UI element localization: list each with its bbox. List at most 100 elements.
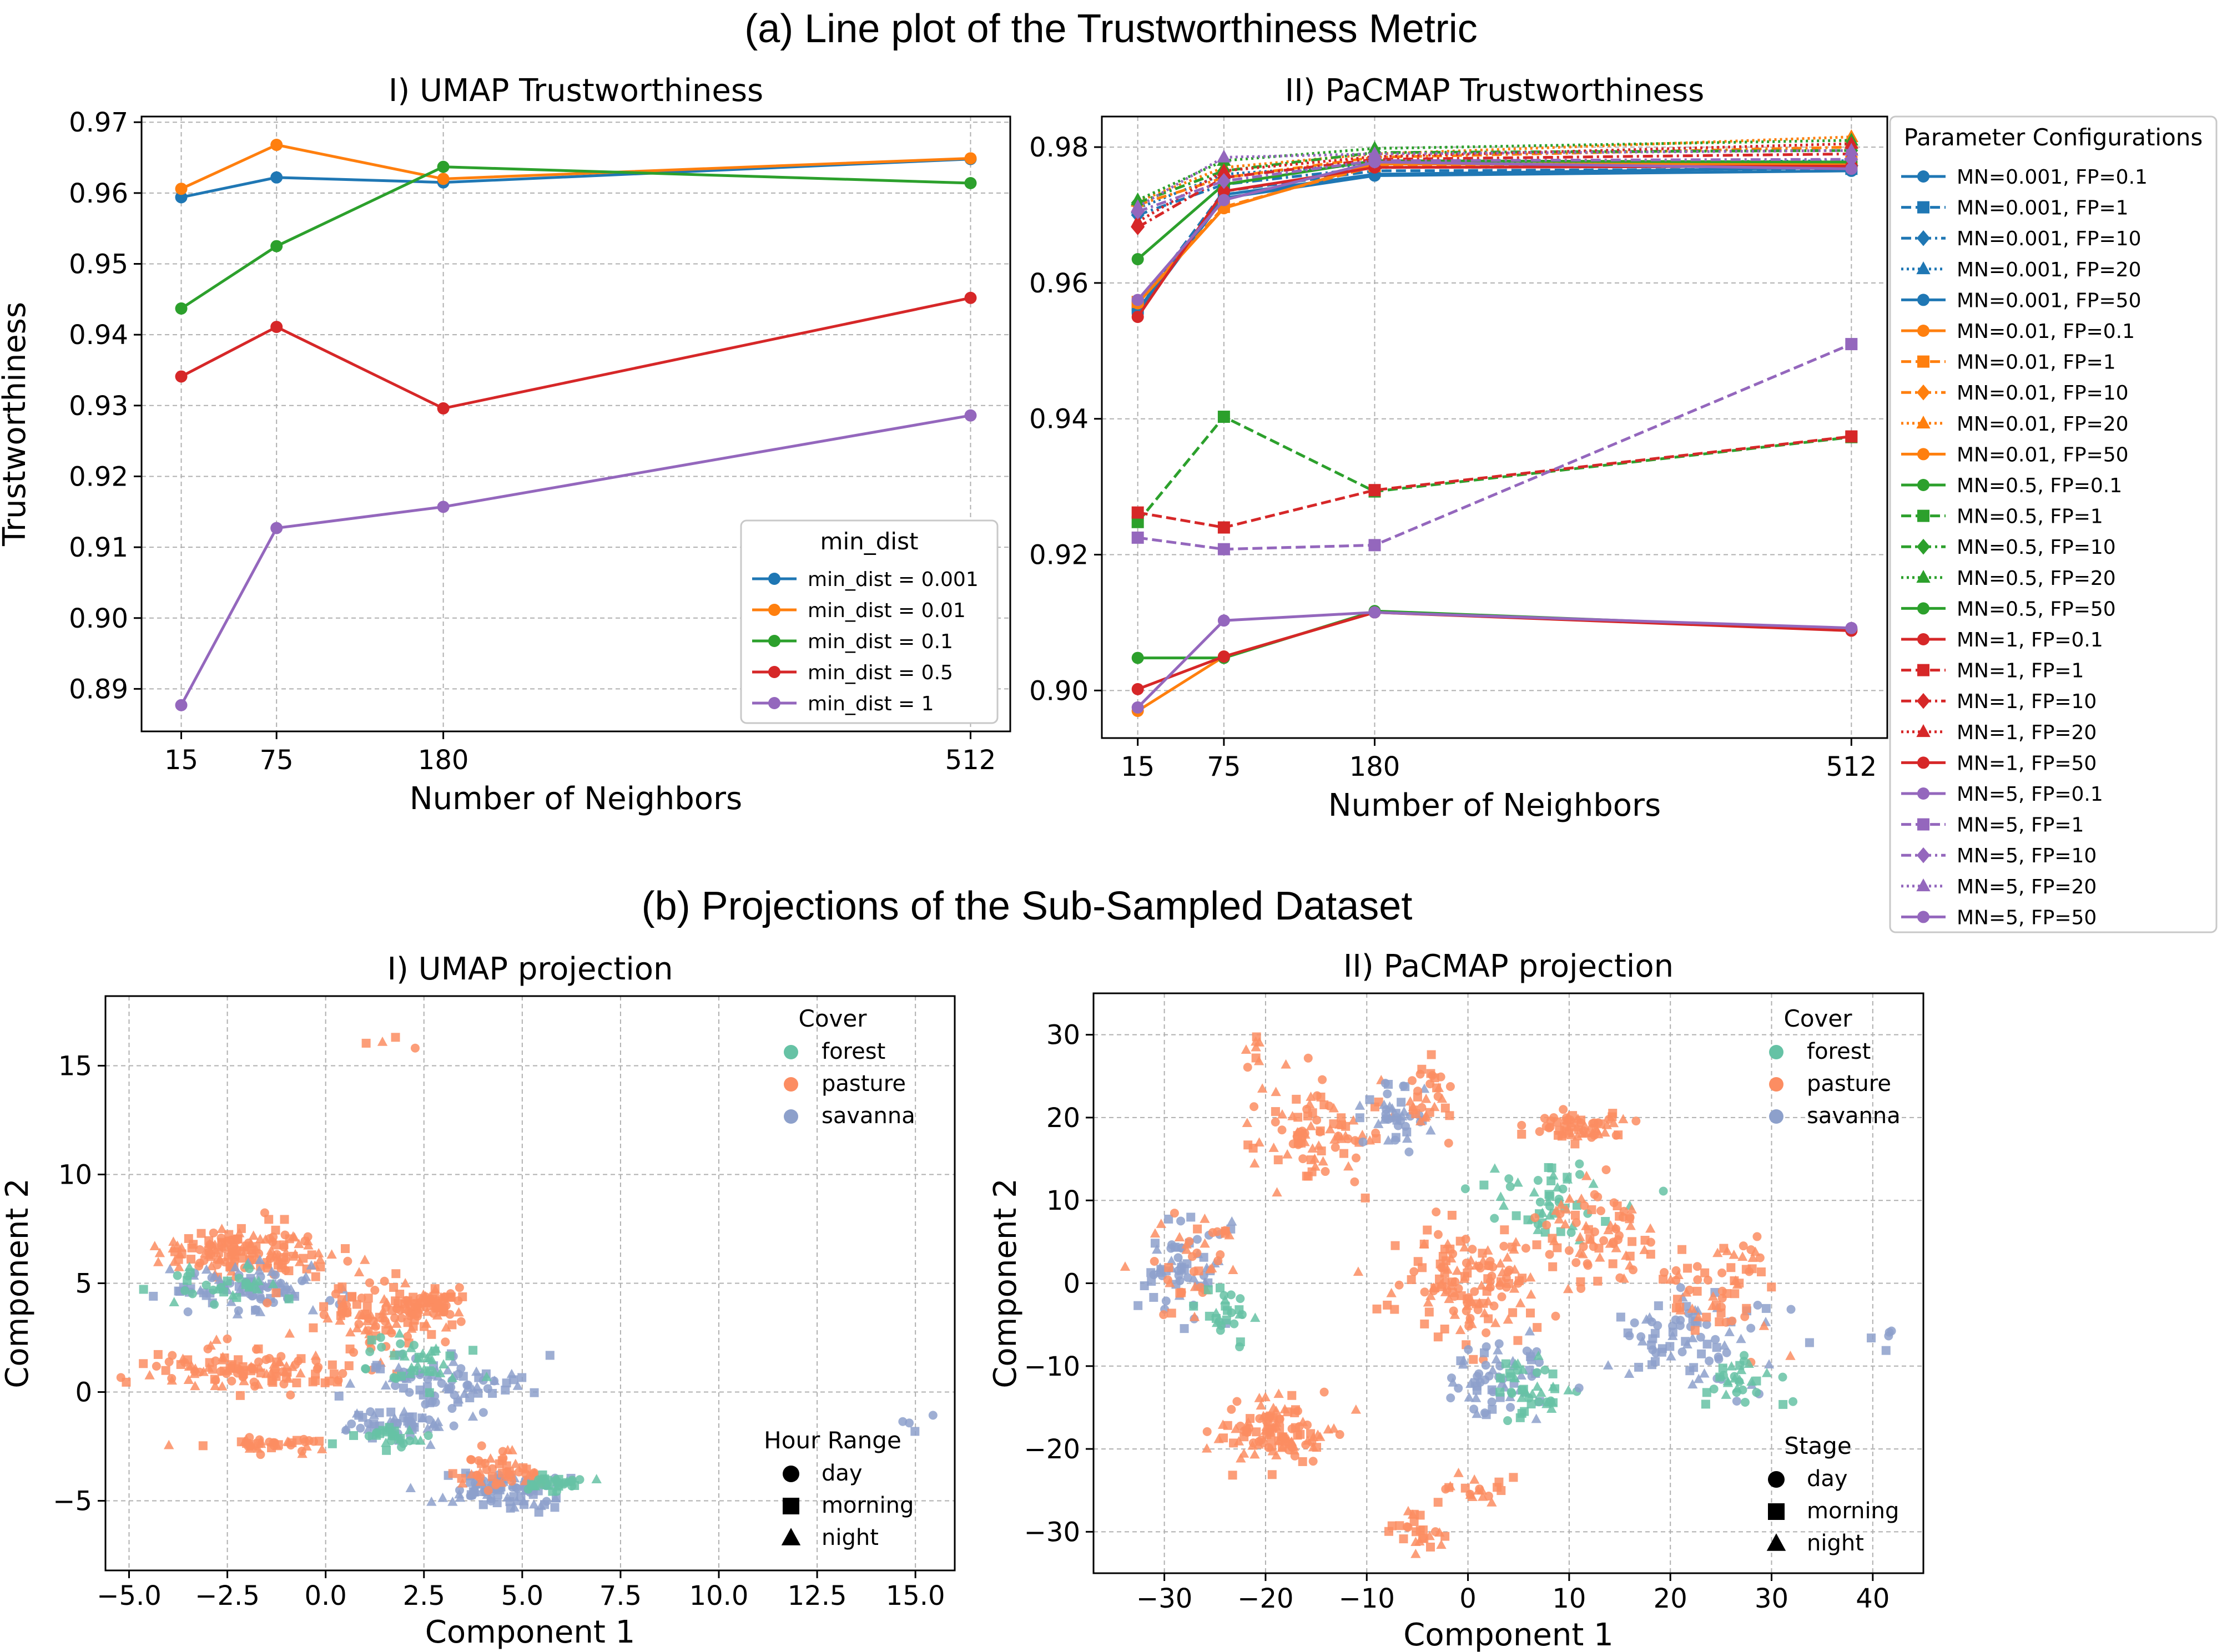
y-tick-label: 30 [1046,1020,1080,1051]
plot-frame [1101,115,1888,739]
y-tick-label: −5 [53,1486,92,1517]
scatter-point [1255,1414,1264,1423]
data-point [175,370,188,383]
data-point [1131,506,1144,519]
scatter-point [370,1286,380,1295]
scatter-point [1415,1525,1425,1535]
y-tick-label: 0.92 [1029,540,1089,571]
series-line [180,143,971,190]
x-tick-label: 0 [1459,1583,1477,1614]
scatter-point [1337,1120,1347,1130]
scatter-point [1469,1355,1478,1364]
scatter-point [422,1423,433,1433]
scatter-point [1519,1385,1528,1394]
scatter-point [1596,1119,1605,1129]
scatter-point [1433,1092,1443,1101]
scatter-point [448,1469,457,1478]
scatter-point [1215,1317,1224,1326]
scatter-point [437,1378,446,1388]
scatter-point [1463,1294,1472,1304]
scatter-point [1227,1216,1237,1226]
scatter-point [1190,1281,1201,1291]
scatter-point [491,1480,501,1489]
scatter-point [1273,1155,1283,1165]
scatter-point [1464,1345,1473,1354]
scatter-point [280,1215,289,1224]
scatter-point [1293,1113,1303,1122]
scatter-point [1319,1100,1329,1109]
scatter-point [1156,1219,1167,1228]
scatter-point [1536,1387,1546,1397]
scatter-point [1730,1289,1740,1299]
scatter-point [427,1397,437,1406]
scatter-point [1671,1315,1680,1325]
scatter-point [284,1328,295,1338]
scatter-point [1251,1053,1261,1063]
scatter-point [1687,1303,1697,1313]
scatter-point [1426,1542,1435,1552]
scatter-point [364,1294,373,1303]
scatter-point [1357,1129,1368,1139]
series-line [1136,611,1852,709]
scatter-point [1411,1109,1420,1119]
scatter-point [1711,1335,1720,1344]
scatter-point [1268,1143,1279,1152]
legend-entry: MN=0.5, FP=0.1 [1957,474,2122,497]
scatter-point [1455,1236,1465,1246]
legend-marker [768,697,780,709]
scatter-point [454,1307,464,1317]
x-tick-label: 12.5 [788,1580,847,1611]
scatter-point [468,1346,478,1355]
scatter-point [279,1253,289,1262]
scatter-point [1526,1309,1535,1318]
data-point [175,191,188,204]
scatter-point [1601,1165,1611,1174]
scatter-point [1535,1198,1545,1207]
scatter-point [1410,1548,1421,1558]
legend-marker [1917,633,1929,645]
legend-marker [1766,1533,1786,1551]
scatter-point [435,1368,446,1377]
scatter-point [1339,1149,1349,1158]
scatter-point [180,1286,190,1295]
scatter-point [1271,1117,1280,1126]
legend-entry: min_dist = 1 [808,693,934,715]
scatter-point [1249,1102,1259,1112]
scatter-point [174,1261,184,1271]
scatter-point [1298,1457,1307,1466]
scatter-point [380,1380,391,1390]
scatter-point [1487,1397,1497,1407]
legend-marker [1769,1109,1783,1124]
scatter-point [223,1276,232,1286]
scatter-point [1133,1301,1143,1310]
scatter-point [1460,1184,1470,1194]
data-point [1217,163,1231,176]
scatter-point [1426,1069,1435,1078]
scatter-point [1445,1082,1455,1091]
scatter-point [1208,1228,1217,1237]
scatter-point [349,1431,359,1440]
scatter-point [1176,1265,1187,1275]
scatter-point [1436,1539,1447,1549]
scatter-point [255,1234,265,1244]
scatter-point [1578,1249,1588,1259]
scatter-point [1510,1358,1521,1368]
scatter-point [236,1437,246,1447]
scatter-point [1634,1362,1644,1372]
scatter-point [1402,1133,1413,1143]
scatter-point [1526,1289,1536,1299]
scatter-point [1496,1373,1505,1383]
scatter-point [377,1342,386,1352]
y-tick-label: 0.90 [1029,675,1089,706]
scatter-point [1608,1259,1618,1269]
scatter-point [430,1284,440,1294]
legend-marker [1917,355,1929,368]
scatter-point [1562,1174,1573,1184]
scatter-point [285,1234,294,1244]
scatter-point [307,1250,316,1260]
scatter-point [1418,1534,1427,1543]
scatter-point [1159,1310,1168,1320]
scatter-point [1693,1275,1702,1285]
scatter-point [1257,1083,1268,1093]
legend-entry: MN=0.001, FP=10 [1957,228,2142,250]
